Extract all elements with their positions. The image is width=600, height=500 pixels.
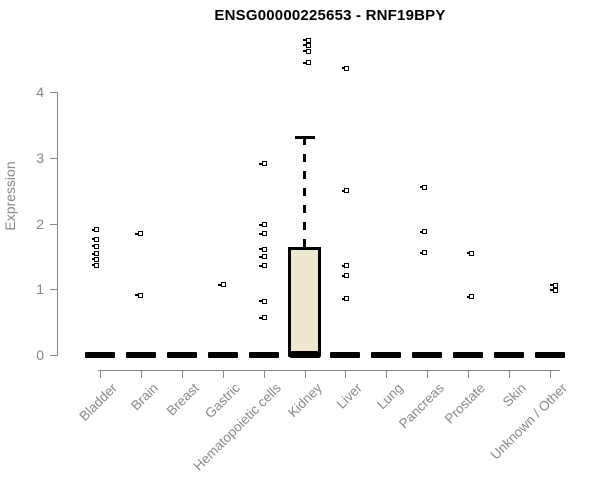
outlier-point: [303, 37, 311, 43]
outlier-point: [341, 65, 350, 71]
median-bar: [494, 352, 524, 358]
outlier-point: [466, 294, 475, 300]
median-bar: [412, 352, 443, 358]
x-axis-tick: [549, 370, 551, 378]
outlier-point: [91, 251, 99, 257]
outlier-point: [303, 42, 311, 48]
outlier-point: [341, 273, 350, 279]
outlier-point: [550, 287, 558, 293]
outlier-point: [91, 227, 99, 233]
outlier-point: [341, 296, 350, 302]
median-bar: [330, 352, 361, 358]
box-rect: [288, 246, 321, 355]
whisker-cap: [294, 136, 315, 140]
outlier-point: [550, 282, 558, 288]
outlier-point: [259, 246, 267, 252]
median-bar: [207, 352, 238, 358]
outlier-point: [91, 256, 99, 262]
outlier-point: [218, 282, 226, 288]
outlier-point: [419, 250, 428, 256]
y-tick-label: 3: [36, 149, 44, 166]
whisker-line: [303, 137, 306, 247]
outlier-point: [91, 262, 99, 268]
outlier-point: [135, 231, 143, 237]
outlier-point: [259, 263, 267, 269]
x-axis-tick: [427, 370, 429, 378]
median-bar: [85, 352, 115, 358]
chart-title: ENSG00000225653 - RNF19BPY: [214, 7, 446, 24]
outlier-point: [341, 263, 350, 269]
x-axis-tick: [100, 370, 101, 378]
x-axis-tick: [140, 370, 142, 378]
x-axis-line: [98, 370, 560, 371]
outlier-point: [259, 231, 267, 237]
x-axis-tick: [222, 370, 224, 378]
x-axis-tick: [509, 370, 510, 378]
y-axis-title: Expression: [2, 161, 18, 231]
y-axis-tick: [50, 157, 57, 159]
median-bar: [288, 351, 321, 357]
x-axis-tick: [263, 370, 265, 378]
y-tick-label: 2: [36, 215, 44, 232]
outlier-point: [259, 315, 267, 321]
y-axis-tick: [50, 355, 57, 356]
outlier-point: [341, 188, 350, 194]
outlier-point: [303, 60, 311, 66]
y-axis-line: [57, 92, 58, 356]
outlier-point: [466, 250, 475, 256]
median-bar: [371, 352, 402, 358]
x-axis-tick: [181, 370, 183, 378]
outlier-point: [135, 292, 143, 298]
outlier-point: [259, 298, 267, 304]
outlier-point: [259, 254, 267, 260]
outlier-point: [91, 243, 99, 249]
outlier-point: [259, 222, 267, 228]
outlier-point: [303, 48, 311, 54]
outlier-point: [419, 229, 428, 235]
median-bar: [248, 352, 279, 358]
x-axis-tick: [345, 370, 347, 378]
median-bar: [125, 352, 156, 358]
outlier-point: [259, 161, 267, 167]
y-axis-tick: [50, 223, 57, 225]
y-tick-label: 1: [36, 281, 44, 298]
outlier-point: [419, 184, 428, 190]
median-bar: [534, 352, 565, 358]
median-bar: [166, 352, 197, 358]
x-axis-tick: [386, 370, 388, 378]
outlier-point: [91, 236, 99, 242]
median-bar: [453, 352, 484, 358]
y-axis-tick: [50, 92, 57, 93]
x-axis-tick: [304, 370, 306, 378]
x-axis-tick: [468, 370, 470, 378]
y-tick-label: 0: [36, 347, 44, 363]
y-tick-label: 4: [36, 84, 44, 100]
y-axis-tick: [50, 289, 57, 291]
